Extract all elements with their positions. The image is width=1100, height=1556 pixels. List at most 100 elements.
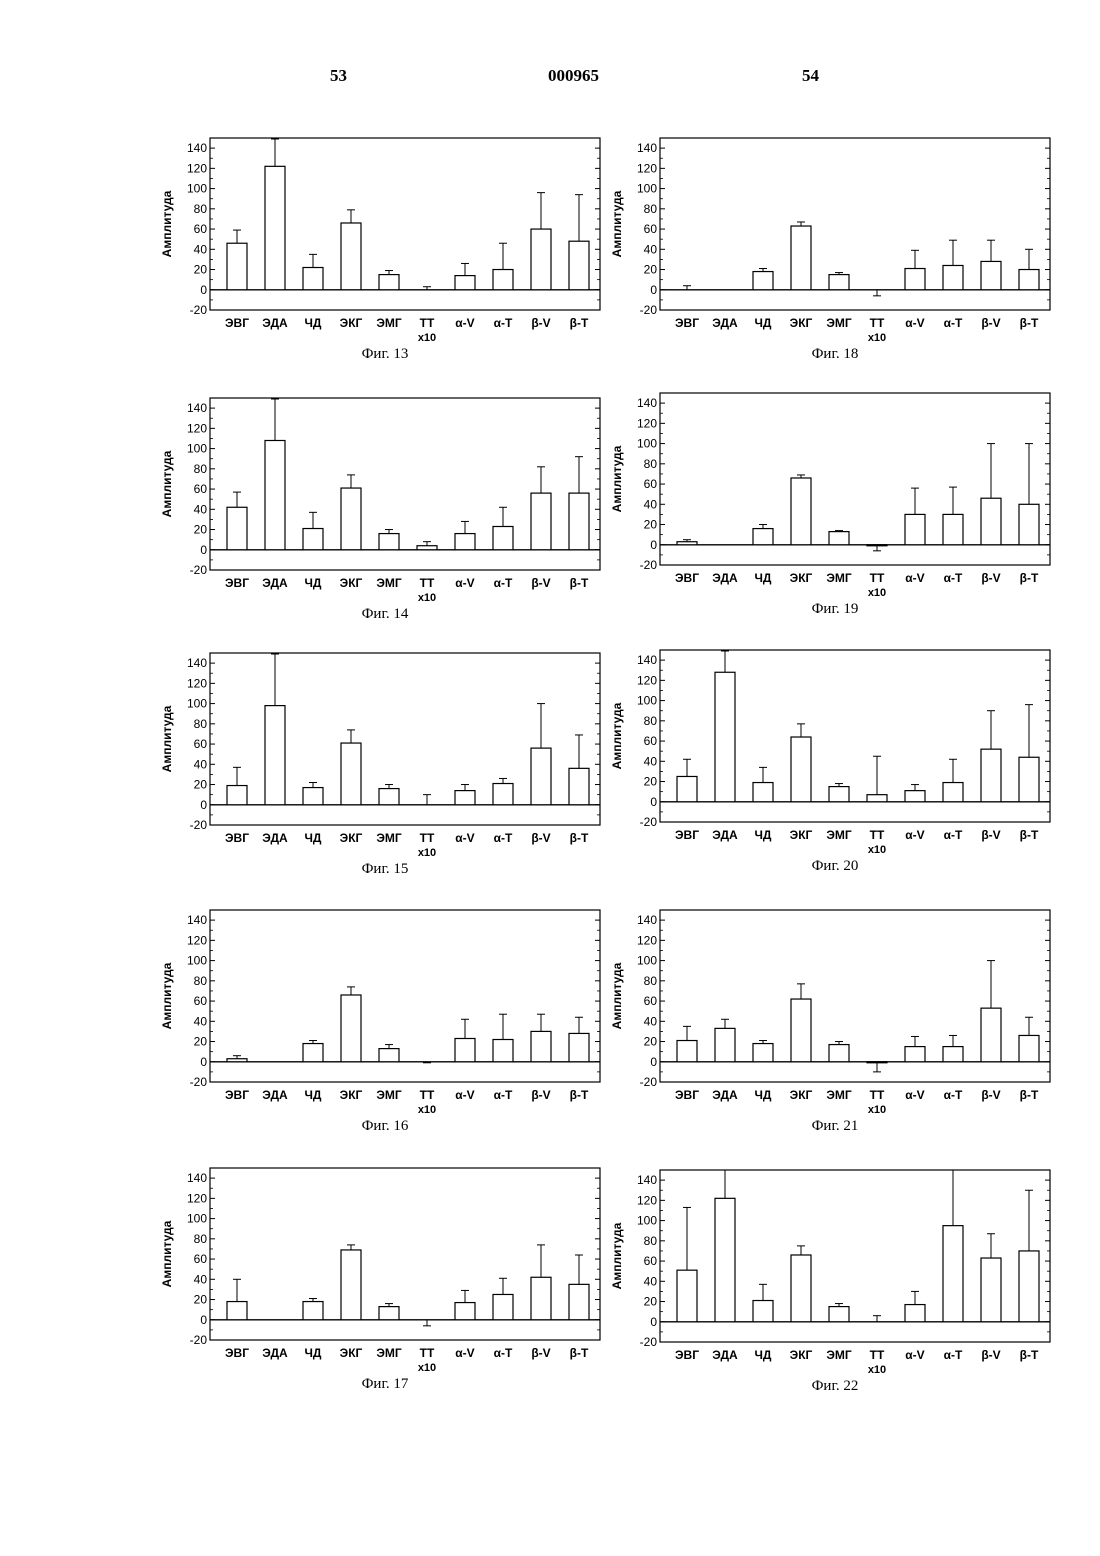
bar-beta-t [569, 768, 589, 804]
category-label-эвг: ЭВГ [225, 1346, 249, 1360]
bar-alpha-v [905, 791, 925, 802]
category-label-эмг: ЭМГ [826, 316, 852, 330]
bar-chart: -20020406080100120140АмплитудаЭВГЭДАЧДЭК… [605, 128, 1065, 348]
figure-15: -20020406080100120140АмплитудаЭВГЭДАЧДЭК… [155, 643, 615, 883]
y-tick-label: 0 [200, 1055, 207, 1069]
figure-22: -20020406080100120140АмплитудаЭВГЭДАЧДЭК… [605, 1160, 1065, 1400]
category-label-эда: ЭДА [262, 1346, 288, 1360]
y-tick-label: 60 [644, 477, 658, 491]
bar-эмг [829, 532, 849, 545]
figure-14: -20020406080100120140АмплитудаЭВГЭДАЧДЭК… [155, 388, 615, 628]
y-tick-label: 80 [644, 974, 658, 988]
bar-эмг [379, 275, 399, 290]
category-label-эмг: ЭМГ [376, 316, 402, 330]
category-label-экг: ЭКГ [790, 828, 813, 842]
category-label-эмг: ЭМГ [376, 1088, 402, 1102]
y-tick-label: -20 [190, 303, 208, 317]
bar-экг [341, 223, 361, 290]
category-label-эмг: ЭМГ [826, 1348, 852, 1362]
bar-чд [753, 1044, 773, 1062]
bar-эвг [677, 542, 697, 545]
y-tick-label: 80 [194, 1232, 208, 1246]
y-tick-label: 0 [650, 1055, 657, 1069]
category-label-эмг: ЭМГ [376, 1346, 402, 1360]
category-label-alpha-v: α-V [905, 571, 924, 585]
y-tick-label: 60 [644, 222, 658, 236]
category-label-чд: ЧД [755, 828, 772, 842]
y-tick-label: 20 [194, 1035, 208, 1049]
bar-beta-t [569, 241, 589, 290]
y-axis-label: Амплитуда [160, 450, 174, 517]
category-label-экг: ЭКГ [790, 1348, 813, 1362]
y-tick-label: 0 [650, 283, 657, 297]
category-label-тт: ТТ [420, 316, 435, 330]
bar-alpha-t [943, 783, 963, 802]
bar-эмг [379, 1049, 399, 1062]
bar-alpha-t [493, 784, 513, 805]
bar-чд [753, 529, 773, 545]
bar-beta-t [1019, 504, 1039, 544]
y-tick-label: 60 [644, 1254, 658, 1268]
category-label-beta-t: β-T [570, 316, 589, 330]
category-label-эмг: ЭМГ [376, 576, 402, 590]
bar-beta-t [569, 1033, 589, 1061]
bar-чд [303, 268, 323, 290]
y-tick-label: 100 [637, 182, 657, 196]
bar-эвг [227, 507, 247, 549]
category-sublabel-тт: x10 [418, 592, 436, 604]
y-tick-label: 0 [650, 1315, 657, 1329]
y-tick-label: 140 [187, 656, 207, 670]
category-label-чд: ЧД [305, 316, 322, 330]
bar-экг [791, 478, 811, 545]
y-tick-label: 40 [644, 1274, 658, 1288]
bar-chart: -20020406080100120140АмплитудаЭВГЭДАЧДЭК… [155, 643, 615, 863]
y-tick-label: 60 [644, 734, 658, 748]
y-tick-label: 40 [644, 1014, 658, 1028]
y-tick-label: 120 [187, 421, 207, 435]
figure-20: -20020406080100120140АмплитудаЭВГЭДАЧДЭК… [605, 640, 1065, 880]
category-label-экг: ЭКГ [340, 316, 363, 330]
category-label-чд: ЧД [755, 571, 772, 585]
y-tick-label: 40 [644, 754, 658, 768]
y-tick-label: 140 [187, 401, 207, 415]
bar-beta-v [531, 493, 551, 550]
y-tick-label: 0 [200, 1313, 207, 1327]
category-label-тт: ТТ [420, 576, 435, 590]
y-tick-label: 0 [650, 538, 657, 552]
y-axis-label: Амплитуда [160, 190, 174, 257]
category-label-alpha-t: α-T [944, 571, 963, 585]
y-tick-label: 0 [200, 283, 207, 297]
y-tick-label: 140 [187, 1171, 207, 1185]
category-label-beta-t: β-T [1020, 316, 1039, 330]
bar-чд [753, 1301, 773, 1322]
category-sublabel-тт: x10 [418, 332, 436, 344]
category-label-эвг: ЭВГ [675, 571, 699, 585]
y-axis-label: Амплитуда [160, 1220, 174, 1287]
y-tick-label: 20 [644, 1295, 658, 1309]
bar-alpha-v [455, 1038, 475, 1061]
y-tick-label: 40 [194, 502, 208, 516]
y-tick-label: 20 [194, 263, 208, 277]
y-tick-label: 140 [637, 141, 657, 155]
category-label-beta-v: β-V [531, 576, 550, 590]
y-tick-label: 80 [644, 1234, 658, 1248]
category-label-alpha-t: α-T [494, 1346, 513, 1360]
y-tick-label: 20 [644, 1035, 658, 1049]
bar-чд [303, 788, 323, 805]
bar-alpha-v [455, 791, 475, 805]
bar-beta-t [1019, 757, 1039, 802]
bar-тт [867, 545, 887, 546]
category-label-тт: ТТ [420, 1088, 435, 1102]
category-label-alpha-v: α-V [455, 316, 474, 330]
y-tick-label: 140 [637, 913, 657, 927]
category-label-чд: ЧД [755, 1088, 772, 1102]
bar-эмг [379, 1307, 399, 1320]
bar-chart: -20020406080100120140АмплитудаЭВГЭДАЧДЭК… [605, 1160, 1065, 1380]
y-tick-label: 20 [194, 1293, 208, 1307]
y-tick-label: -20 [190, 818, 208, 832]
category-label-beta-t: β-T [570, 576, 589, 590]
category-label-эда: ЭДА [712, 828, 738, 842]
y-tick-label: 120 [637, 933, 657, 947]
bar-chart: -20020406080100120140АмплитудаЭВГЭДАЧДЭК… [155, 128, 615, 348]
category-label-эда: ЭДА [712, 1348, 738, 1362]
